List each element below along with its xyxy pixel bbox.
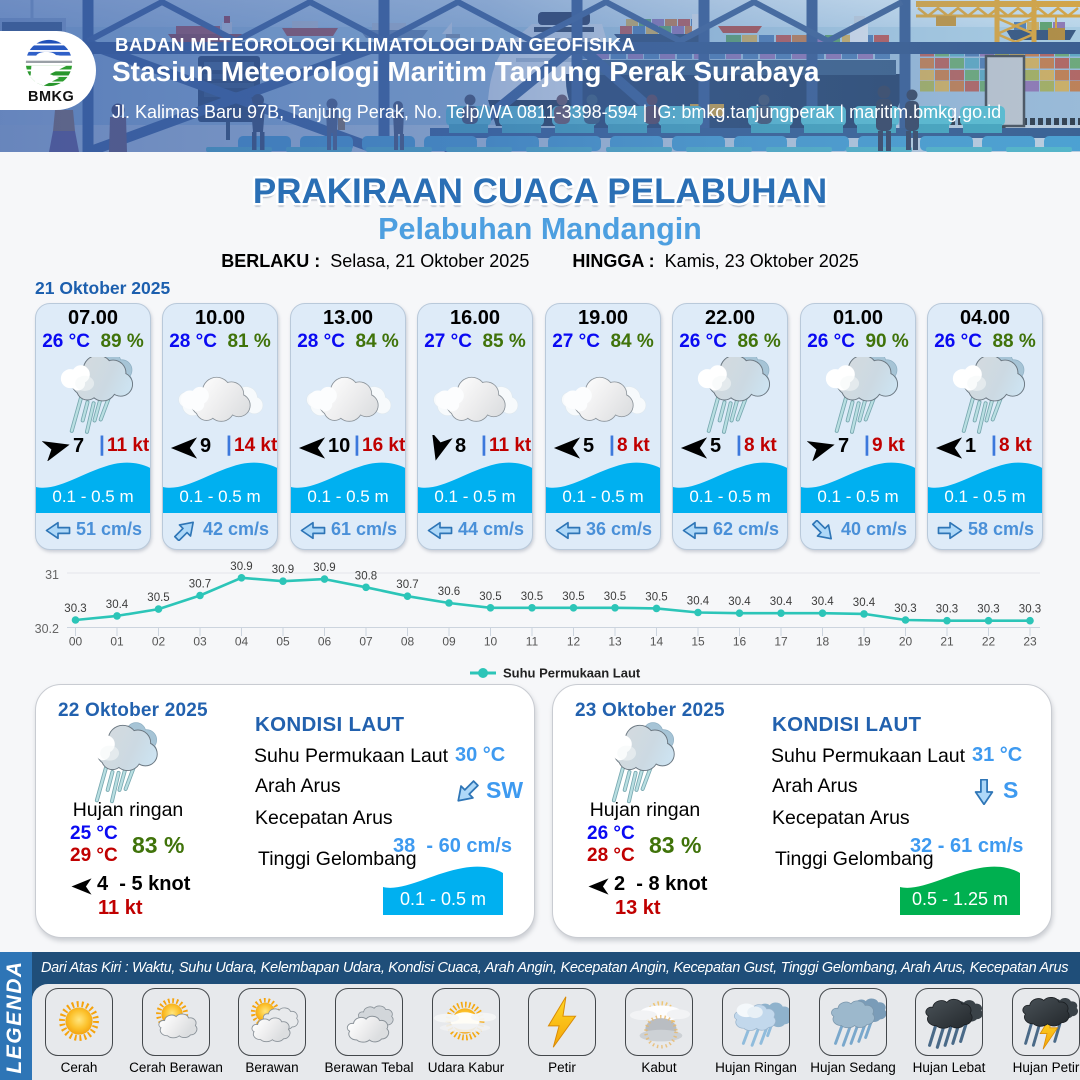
svg-text:16: 16 (733, 635, 747, 649)
svg-text:30.9: 30.9 (313, 562, 335, 574)
svg-text:18: 18 (816, 635, 830, 649)
svg-text:13: 13 (608, 635, 622, 649)
svg-text:14: 14 (650, 635, 664, 649)
svg-text:30.5: 30.5 (645, 591, 667, 603)
svg-text:30.5: 30.5 (147, 592, 169, 604)
svg-text:08: 08 (401, 635, 415, 649)
svg-text:30.3: 30.3 (64, 603, 86, 615)
svg-text:02: 02 (152, 635, 166, 649)
svg-text:23: 23 (1023, 635, 1037, 649)
svg-text:30.5: 30.5 (479, 591, 501, 603)
svg-text:30.7: 30.7 (189, 579, 211, 591)
svg-text:30.5: 30.5 (562, 591, 584, 603)
svg-text:06: 06 (318, 635, 332, 649)
svg-text:30.4: 30.4 (811, 596, 834, 608)
svg-text:30.5: 30.5 (604, 591, 626, 603)
svg-text:30.4: 30.4 (106, 599, 129, 611)
svg-text:05: 05 (276, 635, 290, 649)
svg-text:11: 11 (526, 635, 539, 649)
svg-text:30.8: 30.8 (355, 570, 377, 582)
svg-text:Suhu Permukaan Laut: Suhu Permukaan Laut (503, 666, 641, 681)
svg-text:17: 17 (774, 635, 788, 649)
svg-text:30.9: 30.9 (272, 564, 294, 576)
svg-text:30.3: 30.3 (894, 603, 916, 615)
svg-text:21: 21 (940, 635, 954, 649)
svg-text:22: 22 (982, 635, 996, 649)
svg-text:31: 31 (45, 568, 59, 582)
svg-text:01: 01 (110, 635, 124, 649)
svg-text:30.3: 30.3 (1019, 604, 1041, 616)
svg-text:07: 07 (359, 635, 373, 649)
svg-text:30.4: 30.4 (687, 596, 710, 608)
svg-text:30.3: 30.3 (936, 604, 958, 616)
svg-text:30.4: 30.4 (770, 596, 793, 608)
svg-text:30.9: 30.9 (230, 561, 252, 573)
svg-text:30.2: 30.2 (35, 622, 59, 636)
svg-text:00: 00 (69, 635, 83, 649)
svg-text:09: 09 (442, 635, 456, 649)
svg-text:30.4: 30.4 (728, 596, 751, 608)
svg-text:03: 03 (193, 635, 207, 649)
svg-text:19: 19 (857, 635, 871, 649)
svg-text:30.3: 30.3 (977, 604, 999, 616)
svg-text:15: 15 (691, 635, 705, 649)
svg-text:10: 10 (484, 635, 498, 649)
svg-text:30.6: 30.6 (438, 586, 460, 598)
svg-text:30.7: 30.7 (396, 579, 418, 591)
svg-text:20: 20 (899, 635, 913, 649)
svg-text:30.4: 30.4 (853, 597, 876, 609)
svg-text:12: 12 (567, 635, 581, 649)
svg-text:30.5: 30.5 (521, 591, 543, 603)
svg-text:04: 04 (235, 635, 249, 649)
